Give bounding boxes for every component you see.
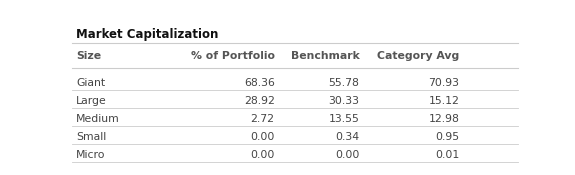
Text: 15.12: 15.12 [429, 96, 459, 106]
Text: 0.95: 0.95 [435, 132, 459, 142]
Text: Market Capitalization: Market Capitalization [76, 28, 218, 41]
Text: Micro: Micro [76, 150, 106, 160]
Text: Giant: Giant [76, 78, 105, 88]
Text: 2.72: 2.72 [251, 114, 275, 124]
Text: 13.55: 13.55 [328, 114, 359, 124]
Text: 0.34: 0.34 [335, 132, 359, 142]
Text: 68.36: 68.36 [244, 78, 275, 88]
Text: 55.78: 55.78 [328, 78, 359, 88]
Text: Small: Small [76, 132, 106, 142]
Text: 30.33: 30.33 [328, 96, 359, 106]
Text: 70.93: 70.93 [428, 78, 459, 88]
Text: 0.00: 0.00 [335, 150, 359, 160]
Text: Size: Size [76, 51, 101, 61]
Text: 28.92: 28.92 [244, 96, 275, 106]
Text: Benchmark: Benchmark [290, 51, 359, 61]
Text: 0.01: 0.01 [435, 150, 459, 160]
Text: Medium: Medium [76, 114, 120, 124]
Text: Large: Large [76, 96, 107, 106]
Text: 12.98: 12.98 [429, 114, 459, 124]
Text: % of Portfolio: % of Portfolio [191, 51, 275, 61]
Text: 0.00: 0.00 [250, 132, 275, 142]
Text: 0.00: 0.00 [250, 150, 275, 160]
Text: Category Avg: Category Avg [377, 51, 459, 61]
